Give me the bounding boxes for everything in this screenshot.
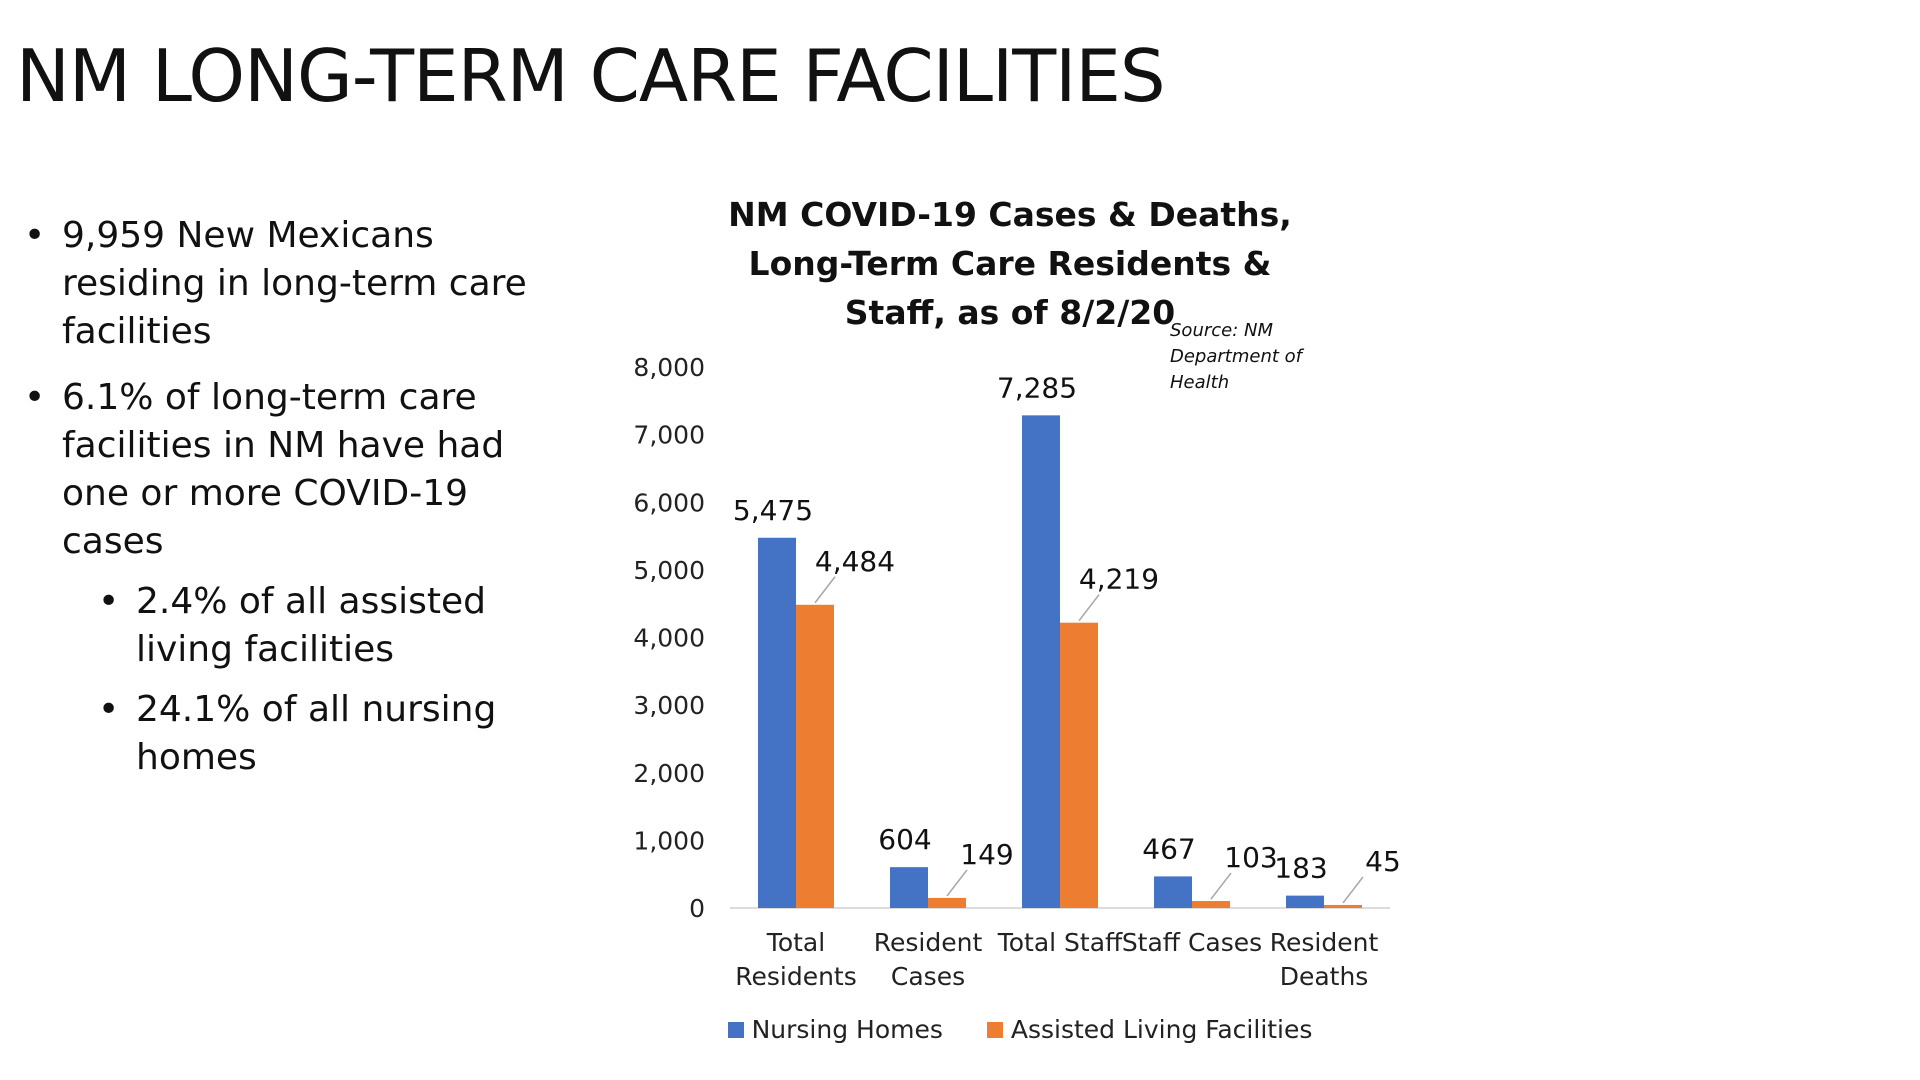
legend-item: Assisted Living Facilities (986, 1015, 1313, 1044)
bullet-text: 9,959 New Mexicans residing in long-term… (62, 215, 527, 352)
data-label: 5,475 (733, 494, 813, 527)
legend-label: Nursing Homes (751, 1015, 943, 1044)
data-label: 4,219 (1079, 563, 1159, 596)
source-note: Source: NM Department of Health (1170, 320, 1302, 393)
y-tick-label: 1,000 (633, 826, 705, 855)
sub-bullet-list: 2.4% of all assisted living facilities 2… (98, 578, 564, 782)
data-label: 7,285 (997, 371, 1077, 404)
leader-line (814, 576, 836, 604)
sub-bullet: 2.4% of all assisted living facilities (98, 578, 564, 674)
x-tick-label: Staff Cases (1121, 928, 1263, 957)
leader-line (1342, 876, 1364, 904)
x-tick-label: Resident Deaths (1269, 928, 1379, 991)
leader-line (946, 869, 968, 897)
bar (1022, 415, 1060, 908)
bar (1286, 895, 1324, 908)
chart-title: NM COVID-19 Cases & Deaths, Long-Term Ca… (728, 195, 1292, 332)
legend-swatch (986, 1021, 1003, 1038)
legend-item: Nursing Homes (727, 1015, 943, 1044)
y-tick-label: 7,000 (633, 421, 705, 450)
data-label: 149 (960, 838, 1013, 871)
bar (758, 537, 796, 908)
data-label: 183 (1274, 852, 1327, 885)
data-label: 45 (1365, 845, 1401, 878)
bullet: 9,959 New Mexicans residing in long-term… (24, 212, 564, 356)
x-tick-label: Resident Cases (873, 928, 983, 991)
bar (1192, 901, 1230, 908)
y-tick-label: 2,000 (633, 759, 705, 788)
legend-label: Assisted Living Facilities (1010, 1015, 1313, 1044)
y-tick-label: 6,000 (633, 488, 705, 517)
data-label: 604 (878, 823, 931, 856)
leader-line (1210, 872, 1232, 900)
data-label: 467 (1142, 832, 1195, 865)
y-tick-label: 3,000 (633, 691, 705, 720)
sub-bullet: 24.1% of all nursing homes (98, 686, 564, 782)
bullet-text: 2.4% of all assisted living facilities (136, 581, 486, 670)
y-tick-label: 8,000 (633, 353, 705, 382)
bar (1324, 904, 1362, 908)
bar (890, 867, 928, 908)
data-label: 4,484 (815, 545, 895, 578)
y-tick-label: 4,000 (633, 624, 705, 653)
bullet-list: 9,959 New Mexicans residing in long-term… (24, 212, 564, 800)
data-label: 103 (1224, 841, 1277, 874)
slide-title: NM LONG-TERM CARE FACILITIES (16, 34, 1166, 118)
bar (1154, 876, 1192, 908)
x-tick-label: Total Residents (735, 928, 857, 991)
bar (796, 604, 834, 908)
bullet-text: 24.1% of all nursing homes (136, 689, 497, 778)
bullet-text: 6.1% of long-term care facilities in NM … (62, 377, 505, 562)
y-tick-label: 5,000 (633, 556, 705, 585)
y-tick-label: 0 (689, 894, 705, 923)
leader-line (1078, 594, 1100, 622)
x-tick-label: Total Staff (997, 928, 1123, 957)
bullet: 6.1% of long-term care facilities in NM … (24, 374, 564, 782)
legend-swatch (727, 1021, 744, 1038)
legend: Nursing Homes Assisted Living Facilities (0, 1015, 1920, 1044)
bar (1060, 622, 1098, 908)
bar (928, 897, 966, 908)
